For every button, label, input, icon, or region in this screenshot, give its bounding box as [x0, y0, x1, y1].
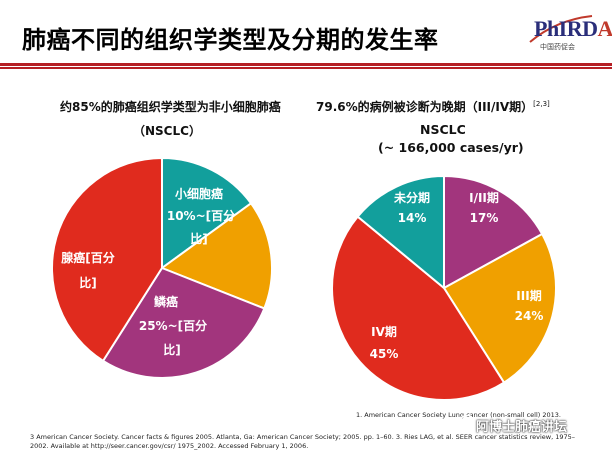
label-teal-l2: 10%~[百分: [167, 208, 235, 223]
histology-slice-3: [51, 156, 163, 363]
reference-1: 1. American Cancer Society Lung cancer (…: [356, 411, 561, 419]
pie-stage: [331, 174, 557, 401]
histology-slice-1: [159, 201, 273, 310]
label-stage-iv-pct: 45%: [370, 347, 399, 361]
logo-text: PhIRDA: [534, 16, 612, 41]
right-heading-line3: (~ 166,000 cases/yr): [378, 140, 524, 155]
label-red-l2: 比]: [79, 275, 97, 290]
slide-title: 肺癌不同的组织学类型及分期的发生率: [22, 26, 439, 54]
right-heading-line2: NSCLC: [420, 122, 466, 137]
label-stage-iii-pct: 24%: [515, 309, 544, 323]
pie-histology-labels: 小细胞癌 10%~[百分 比] 鳞癌 25%~[百分 比] 腺癌[百分 比]: [61, 186, 235, 357]
label-purple-l2: 25%~[百分: [139, 318, 207, 333]
logo-subtitle: 中国药促会: [540, 43, 575, 51]
label-unstaged-pct: 14%: [398, 211, 427, 225]
label-stage-iv: IV期: [371, 324, 397, 339]
label-purple-l1: 鳞癌: [154, 294, 178, 309]
histology-slice-0: [161, 156, 253, 270]
watermark: 阿博士肺癌讲坛: [476, 420, 568, 435]
stage-slice-3: [356, 174, 445, 291]
citation: [2,3]: [533, 100, 550, 108]
label-teal-l1: 小细胞癌: [175, 186, 223, 201]
label-teal-l3: 比]: [190, 231, 208, 246]
stage-slice-1: [442, 232, 557, 384]
title-divider: [0, 63, 612, 69]
stage-slice-0: [443, 174, 544, 290]
label-unstaged: 未分期: [393, 190, 430, 205]
pie-histology: [51, 156, 273, 379]
left-heading-line2: （NSCLC）: [133, 124, 201, 138]
label-red-l1: 腺癌[百分: [61, 250, 115, 265]
label-stage-iii: III期: [516, 288, 541, 303]
label-purple-l3: 比]: [163, 342, 181, 357]
right-heading-line1: 79.6%的病例被诊断为晚期（III/IV期）[2,3]: [316, 100, 550, 114]
label-stage-i-ii-pct: 17%: [470, 211, 499, 225]
stage-slice-2: [331, 215, 506, 401]
left-heading-line1: 约85%的肺癌组织学类型为非小细胞肺癌: [60, 100, 281, 114]
reference-3: 3 American Cancer Society. Cancer facts …: [30, 433, 576, 450]
pie-stage-labels: I/II期 17% III期 24% IV期 45% 未分期 14%: [370, 190, 544, 361]
phirda-logo: [529, 15, 593, 43]
label-stage-i-ii: I/II期: [469, 190, 499, 205]
watermark-logo-icon: [458, 414, 476, 432]
histology-slice-2: [101, 266, 266, 379]
